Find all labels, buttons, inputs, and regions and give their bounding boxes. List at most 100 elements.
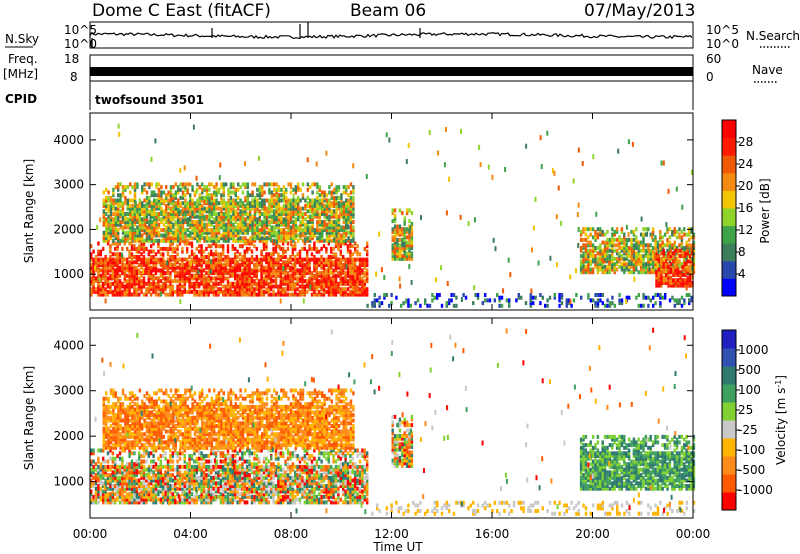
data-cell — [534, 196, 537, 202]
data-cell — [217, 206, 221, 211]
data-cell — [167, 201, 170, 206]
data-cell — [145, 246, 148, 251]
data-cell — [229, 230, 233, 235]
data-cell — [333, 198, 336, 203]
data-cell — [584, 227, 588, 232]
data-cell — [116, 289, 119, 294]
data-cell — [92, 281, 95, 286]
data-cell — [160, 238, 163, 243]
data-cell — [116, 486, 119, 491]
data-cell — [165, 206, 168, 211]
data-cell — [112, 193, 115, 198]
data-cell — [524, 301, 528, 306]
data-cell — [212, 268, 215, 273]
data-cell — [297, 203, 300, 208]
data-cell — [351, 292, 354, 297]
data-cell — [318, 212, 321, 216]
data-cell — [133, 198, 137, 203]
data-cell — [99, 217, 102, 223]
data-cell — [294, 222, 297, 227]
data-cell — [351, 281, 354, 286]
data-cell — [690, 256, 693, 261]
data-cell — [190, 289, 194, 294]
data-cell — [140, 459, 143, 464]
data-cell — [92, 279, 95, 284]
data-cell — [635, 246, 638, 250]
data-cell — [121, 193, 125, 198]
data-cell — [686, 270, 689, 275]
data-cell — [294, 228, 297, 233]
data-cell — [195, 175, 198, 181]
data-cell — [109, 268, 112, 273]
data-cell — [647, 243, 650, 248]
data-cell — [181, 212, 185, 216]
data-cell — [345, 228, 348, 233]
data-cell — [301, 246, 304, 251]
data-cell — [532, 301, 535, 306]
data-cell — [315, 246, 318, 251]
data-cell — [118, 451, 122, 456]
data-cell — [282, 252, 285, 257]
data-cell — [277, 289, 280, 294]
data-cell — [217, 238, 221, 243]
data-cell — [174, 203, 177, 208]
data-cell — [560, 220, 563, 226]
data-cell — [160, 195, 163, 200]
data-cell — [267, 268, 270, 273]
data-cell — [587, 240, 590, 245]
data-cell — [289, 257, 292, 262]
data-cell — [661, 240, 664, 245]
data-cell — [270, 206, 273, 211]
data-cell — [153, 190, 156, 195]
data-cell — [222, 276, 225, 281]
data-cell — [145, 473, 148, 478]
data-cell — [231, 260, 234, 265]
data-cell — [212, 271, 215, 276]
data-cell — [352, 190, 355, 195]
data-cell — [306, 268, 309, 273]
data-cell — [121, 190, 125, 195]
data-cell — [118, 265, 122, 270]
data-cell — [224, 276, 227, 281]
data-cell — [321, 225, 324, 230]
data-cell — [596, 262, 600, 267]
data-cell — [112, 190, 115, 195]
data-cell — [90, 292, 93, 297]
data-cell — [236, 284, 239, 289]
data-cell — [119, 201, 122, 206]
data-cell — [207, 260, 210, 265]
data-cell — [330, 195, 333, 200]
data-cell — [133, 187, 137, 192]
data-cell — [217, 268, 220, 273]
data-cell — [109, 203, 113, 208]
data-cell — [270, 263, 273, 267]
data-cell — [678, 264, 681, 269]
data-cell — [277, 225, 281, 230]
data-cell — [121, 478, 124, 483]
data-cell — [680, 303, 684, 308]
data-cell — [277, 201, 281, 206]
data-cell — [154, 271, 158, 276]
data-cell — [249, 212, 252, 216]
data-cell — [253, 203, 257, 208]
data-cell — [582, 243, 585, 248]
data-cell — [255, 260, 258, 265]
colorbar-tick-label: 24 — [738, 157, 753, 171]
data-cell — [253, 244, 256, 249]
data-cell — [688, 254, 692, 259]
data-cell — [213, 201, 216, 206]
data-cell — [606, 303, 609, 308]
data-cell — [613, 256, 616, 261]
data-cell — [97, 473, 100, 478]
data-cell — [391, 243, 394, 248]
data-cell — [258, 263, 261, 267]
data-cell — [195, 188, 198, 194]
data-cell — [669, 251, 673, 256]
data-cell — [603, 254, 607, 259]
data-cell — [174, 279, 177, 284]
data-cell — [142, 246, 146, 251]
data-cell — [220, 209, 223, 214]
data-cell — [433, 295, 436, 300]
data-cell — [193, 287, 196, 292]
data-cell — [452, 303, 456, 308]
